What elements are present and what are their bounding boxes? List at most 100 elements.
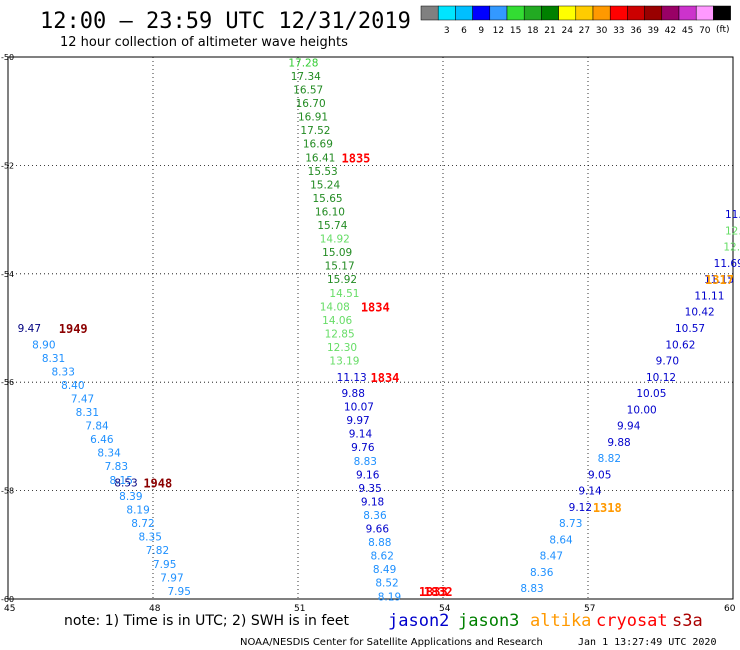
time-label: 1948 [143,476,172,490]
colorbar-swatch [472,5,491,21]
wave-height-point: 16.41 [305,152,335,164]
colorbar-tick: 27 [579,26,590,36]
colorbar-unit: (ft) [716,25,730,35]
wave-height-point: 8.82 [598,453,621,465]
wave-height-point: 9.97 [346,415,369,427]
wave-height-point: 8.47 [540,551,563,563]
y-tick-label: -60 [1,595,14,604]
plot-frame [7,56,734,600]
wave-height-point: 11.13 [337,372,367,384]
colorbar-tick: 15 [510,26,521,36]
legend-altika: altika [530,611,591,631]
colorbar-tick: 39 [647,26,659,36]
wave-height-point: 11.69 [714,258,740,270]
wave-height-point: 7.82 [146,545,169,557]
wave-height-point: 9.88 [342,388,365,400]
wave-height-point: 8.31 [76,407,99,419]
wave-height-point: 7.84 [85,421,109,433]
wave-height-point: 7.47 [71,393,94,405]
footer-timestamp: Jan 1 13:27:49 UTC 2020 [578,637,716,648]
colorbar-tick: 9 [478,26,484,36]
colorbar-swatch [678,5,697,21]
wave-height-point: 9.70 [656,356,679,368]
wave-height-point: 9.14 [349,429,373,441]
wave-height-point: 14.08 [320,301,350,313]
wave-height-point: 8.19 [378,591,401,603]
colorbar-swatch [523,5,542,21]
colorbar-legend: 3 6 9 12 15 18 21 24 27 30 33 36 39 42 45 70 [420,5,731,36]
wave-height-point: 8.31 [42,353,65,365]
wave-height-point: 11.15 [704,274,734,286]
wave-height-point: 16.91 [298,112,328,124]
y-tick-label: -54 [1,270,14,279]
footer-credit: NOAA/NESDIS Center for Satellite Applica… [240,637,543,648]
wave-height-point: 8.90 [32,339,55,351]
time-label: 1318 [593,501,622,515]
wave-height-point: 8.49 [373,564,396,576]
wave-height-point: 9.35 [358,483,381,495]
colorbar-swatch [713,5,731,21]
y-tick-label: -50 [1,53,14,62]
wave-height-point: 7.95 [168,586,191,598]
y-tick-label: -52 [1,161,14,170]
wave-height-point: 8.19 [126,505,149,517]
time-label: 1835 [342,151,371,165]
colorbar-tick: 18 [527,26,539,36]
legend-jason2: jason2 [388,611,449,631]
data-points: 9.478.908.318.338.407.478.317.846.468.34… [18,57,740,603]
chart-subtitle: 12 hour collection of altimeter wave hei… [60,35,348,50]
wave-height-point: 16.69 [303,139,333,151]
wave-height-point: 11.11 [694,290,724,302]
wave-height-point: 6.46 [90,434,114,446]
wave-height-point: 8.40 [61,380,84,392]
wave-height-point: 16.10 [315,206,345,218]
time-label: 1832 [424,585,453,599]
wave-height-point: 9.88 [607,437,630,449]
wave-height-point: 8.52 [375,578,398,590]
legend-s3a: s3a [672,611,703,631]
colorbar-swatch [592,5,611,21]
wave-height-point: 12.20 [725,225,740,237]
colorbar-swatch [661,5,680,21]
footer-note: note: 1) Time is in UTC; 2) SWH is in fe… [64,613,350,629]
wave-height-point: 10.00 [627,404,657,416]
wave-height-point: 8.64 [549,534,573,546]
colorbar-tick: 6 [461,26,467,36]
colorbar-swatch [437,5,456,21]
wave-height-point: 10.62 [665,339,695,351]
legend-cryosat: cryosat [596,611,668,631]
wave-height-point: 13.19 [329,356,359,368]
wave-height-point: 17.52 [300,125,330,137]
wave-height-point: 15.53 [308,166,338,178]
colorbar-swatch [695,5,714,21]
colorbar-tick: 42 [665,26,676,36]
wave-height-point: 16.57 [293,85,323,97]
colorbar-tick: 70 [699,26,711,36]
wave-height-point: 8.73 [559,518,582,530]
y-tick-label: -58 [1,487,14,496]
wave-height-point: 15.24 [310,179,340,191]
wave-height-point: 15.09 [322,247,352,259]
chart-title: 12:00 — 23:59 UTC 12/31/2019 [40,9,411,34]
colorbar-swatch [609,5,628,21]
y-tick-label: -56 [1,378,14,387]
legend-jason3: jason3 [458,611,519,631]
colorbar-swatch [455,5,473,21]
wave-height-point: 8.88 [368,537,391,549]
colorbar-tick: 45 [682,26,693,36]
colorbar-tick: 36 [630,26,642,36]
time-label: 1317 [705,273,734,287]
x-tick-label: 57 [584,604,595,614]
colorbar-tick: 21 [544,26,555,36]
colorbar-tick: 12 [493,26,504,36]
colorbar-tick: 30 [596,26,608,36]
wave-height-point: 9.05 [588,469,611,481]
wave-height-point: 10.57 [675,323,705,335]
wave-height-point: 10.12 [646,372,676,384]
colorbar-swatch [558,5,577,21]
wave-height-point: 8.34 [97,448,121,460]
wave-height-point: 9.66 [366,524,390,536]
wave-height-point: 8.72 [131,518,154,530]
